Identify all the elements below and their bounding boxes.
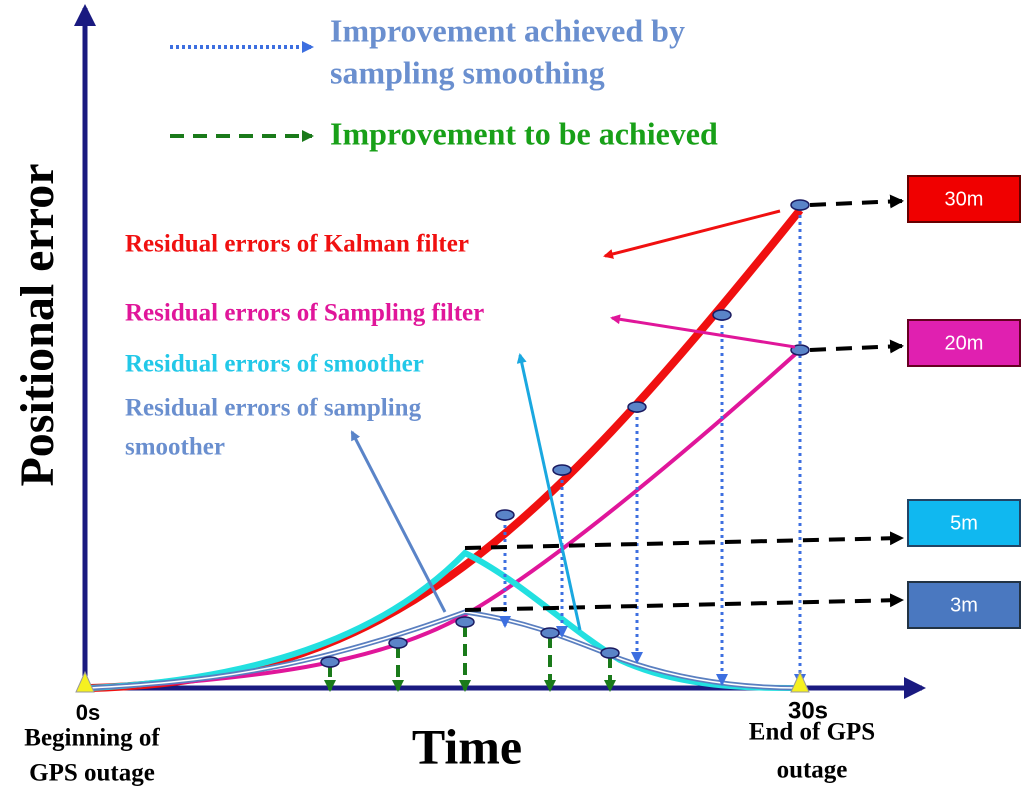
label-arrows bbox=[350, 209, 796, 631]
boxes: 30m 20m 5m 3m bbox=[907, 175, 1021, 629]
box-label: 20m bbox=[945, 332, 984, 354]
start-marker bbox=[75, 670, 95, 693]
improvement-arrows bbox=[320, 194, 904, 692]
curve-label: Residual errors of Sampling filter bbox=[125, 300, 484, 327]
curve-label: smoother bbox=[125, 434, 225, 461]
curve-label: Residual errors of smoother bbox=[125, 351, 424, 378]
axis-note: End of GPS bbox=[749, 719, 875, 746]
end-marker bbox=[790, 670, 810, 693]
tick-label: 30s bbox=[788, 697, 828, 724]
tick-label: 0s bbox=[76, 700, 100, 725]
curve-label: Residual errors of Kalman filter bbox=[125, 231, 469, 258]
legend: Improvement achieved by sampling smoothi… bbox=[170, 12, 718, 151]
box-label: 30m bbox=[945, 188, 984, 210]
box-label: 3m bbox=[950, 594, 978, 616]
axis-labels: Positional error Time 0s 30s Beginning o… bbox=[11, 163, 875, 786]
axis-note: Beginning of bbox=[24, 725, 160, 752]
box-label: 5m bbox=[950, 512, 978, 534]
legend-text: Improvement achieved by bbox=[330, 12, 685, 48]
y-axis-label: Positional error bbox=[11, 163, 64, 486]
curve-label: Residual errors of sampling bbox=[125, 395, 422, 422]
axis-note: GPS outage bbox=[29, 760, 155, 787]
legend-text: sampling smoothing bbox=[330, 54, 605, 90]
legend-text: Improvement to be achieved bbox=[330, 115, 718, 151]
curve-labels: Residual errors of Kalman filter Residua… bbox=[125, 231, 484, 461]
x-axis-label: Time bbox=[412, 718, 522, 774]
axis-note: outage bbox=[777, 757, 848, 784]
